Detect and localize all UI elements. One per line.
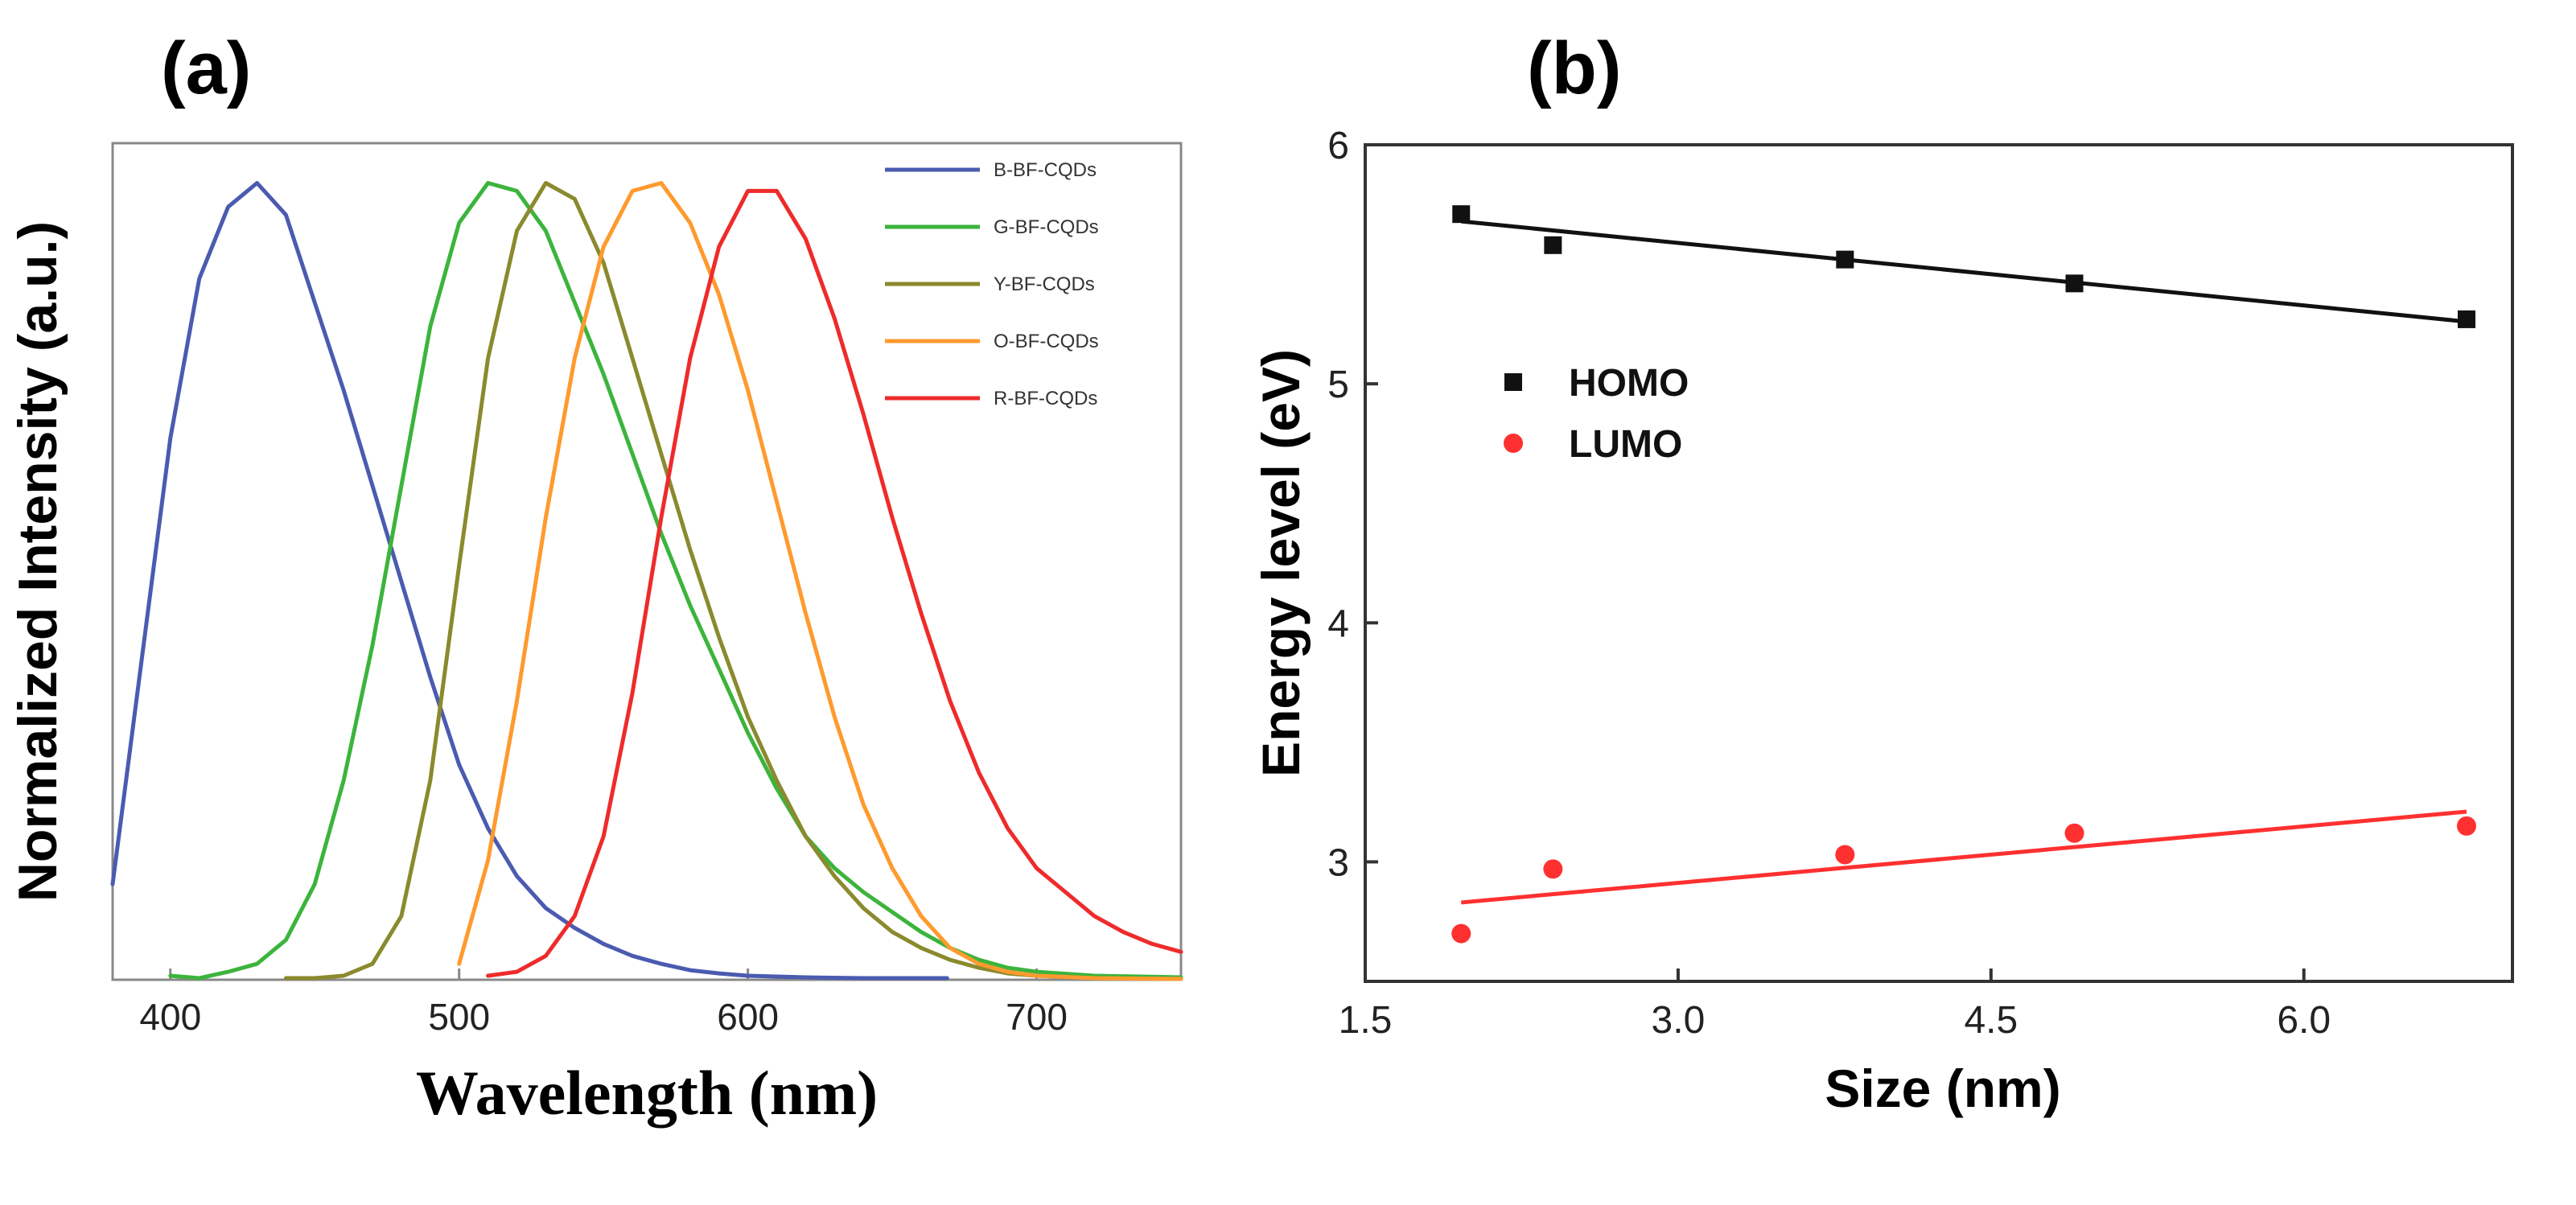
spectra-a xyxy=(110,181,1183,981)
data-point-HOMO xyxy=(1544,236,1562,254)
data-point-HOMO xyxy=(1836,250,1854,269)
x-axis-label-b: Size (nm) xyxy=(1825,1059,2060,1118)
legend-label-a: O-BF-CQDs xyxy=(994,331,1099,352)
data-point-HOMO xyxy=(1452,205,1471,224)
data-point-LUMO xyxy=(1835,845,1855,865)
data-point-HOMO xyxy=(2065,274,2084,293)
y-axis-label-a: Normalized Intensity (a.u.) xyxy=(7,221,68,902)
data-point-HOMO xyxy=(2457,310,2475,328)
legend-b: HOMO LUMO xyxy=(1504,362,1689,466)
series-line-R-BF-CQDs xyxy=(486,188,1183,978)
ticks-b: 1.5 3.0 4.5 6.0 3 4 5 6 xyxy=(1327,125,2331,1042)
data-point-LUMO xyxy=(2456,816,2476,836)
panel-a-label: (a) xyxy=(161,27,251,109)
x-tick-label-a: 400 xyxy=(139,996,201,1038)
y-tick-label-b: 3 xyxy=(1327,841,1349,884)
x-tick-label-b: 6.0 xyxy=(2277,999,2331,1042)
plot-frame-b xyxy=(1364,143,2514,983)
fit-line-HOMO xyxy=(1461,219,2467,324)
plot-frame-a xyxy=(111,142,1183,981)
x-axis-label-a: Wavelength (nm) xyxy=(416,1058,878,1128)
y-tick-label-b: 4 xyxy=(1327,602,1349,645)
legend-label-a: G-BF-CQDs xyxy=(994,216,1099,238)
legend-label-a: R-BF-CQDs xyxy=(994,388,1097,409)
legend-marker-LUMO xyxy=(1504,434,1523,453)
series-line-B-BF-CQDs xyxy=(110,181,949,981)
series-line-Y-BF-CQDs xyxy=(283,181,1183,981)
x-tick-label-a: 600 xyxy=(717,996,779,1038)
series-line-O-BF-CQDs xyxy=(457,181,1183,981)
x-tick-label-b: 4.5 xyxy=(1964,999,2018,1042)
series-line-G-BF-CQDs xyxy=(168,181,1183,981)
legend-label-LUMO: LUMO xyxy=(1569,423,1682,466)
x-tick-label-a: 700 xyxy=(1006,996,1068,1038)
x-tick-label-a: 500 xyxy=(428,996,490,1038)
y-axis-label-b: Energy level (eV) xyxy=(1251,349,1311,777)
legend-a: B-BF-CQDs G-BF-CQDs Y-BF-CQDs O-BF-CQDs R-BF… xyxy=(885,159,1099,409)
x-tick-label-b: 1.5 xyxy=(1339,999,1393,1042)
legend-label-a: B-BF-CQDs xyxy=(994,159,1097,181)
legend-label-HOMO: HOMO xyxy=(1569,362,1689,405)
fit-lines-b xyxy=(1461,219,2467,905)
data-point-LUMO xyxy=(1543,859,1563,879)
data-point-LUMO xyxy=(1451,923,1471,944)
y-tick-label-b: 5 xyxy=(1327,364,1349,406)
panel-b-label: (b) xyxy=(1527,27,1621,109)
x-tick-label-b: 3.0 xyxy=(1652,999,1706,1042)
legend-label-a: Y-BF-CQDs xyxy=(994,273,1095,295)
legend-marker-HOMO xyxy=(1504,373,1522,391)
panel-a: (a) 400 500 600 700 B-BF-CQDs G-BF-CQDs Y-BF-… xyxy=(7,27,1183,1128)
data-points-b xyxy=(1451,205,2476,944)
fit-line-LUMO xyxy=(1461,809,2467,905)
data-point-LUMO xyxy=(2064,823,2084,843)
y-tick-label-b: 6 xyxy=(1327,125,1349,167)
